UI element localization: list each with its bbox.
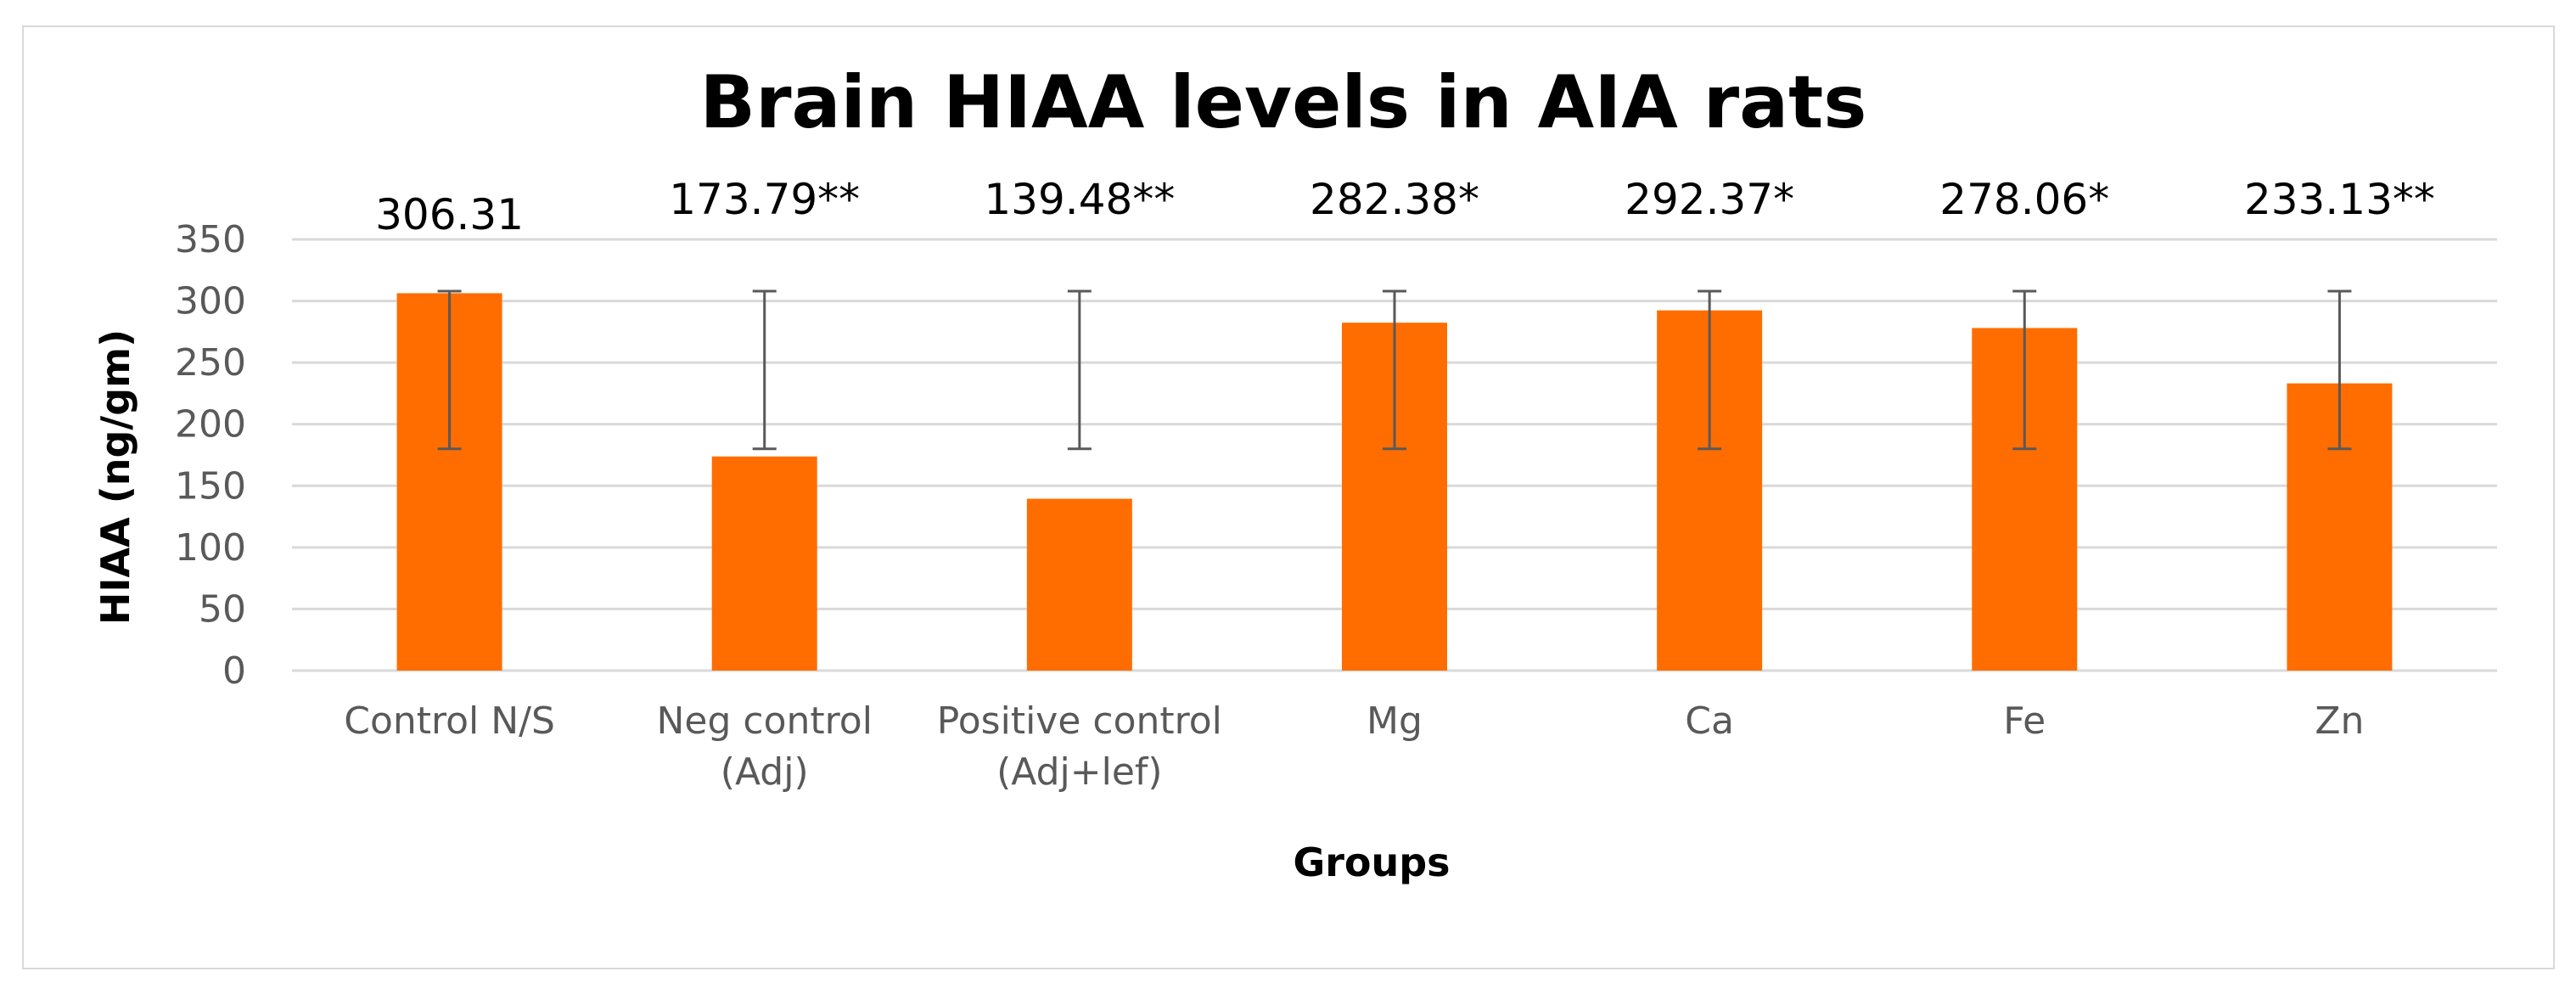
x-category-label: Ca [1685,699,1734,743]
y-tick-label: 100 [175,526,246,570]
x-axis-title: Groups [1293,840,1450,885]
x-category-label-line: Mg [1367,699,1423,743]
error-bar [1383,289,1406,451]
bar [711,456,817,671]
error-bar [2327,289,2352,451]
x-category-label-line: Positive control [937,699,1222,743]
y-tick-label: 50 [199,587,246,631]
x-category-label: Fe [2003,699,2046,743]
data-labels: 306.31 173.79** 139.48** 282.38* 292.37* 278.… [375,175,2435,239]
data-label: 139.48** [984,175,1175,224]
data-label: 173.79** [669,175,860,224]
x-category-label: Control N/S [344,699,555,743]
data-label: 292.37* [1625,175,1794,224]
x-category-label-line: (Adj+lef) [996,750,1162,794]
y-tick-label: 150 [175,464,246,508]
y-axis-title: HIAA (ng/gm) [93,329,138,625]
y-tick-label: 200 [175,403,246,446]
error-bar [1067,289,1092,451]
error-bar [437,289,462,451]
y-axis-ticks: 0 50 100 150 200 250 300 350 [175,218,246,693]
x-category-label: Positive control (Adj+lef) [937,699,1222,794]
error-bars [437,289,2352,451]
y-tick-label: 250 [175,341,246,385]
bar [1026,498,1132,671]
chart-title: Brain HIAA levels in AIA rats [700,60,1867,145]
error-bar [752,289,777,451]
data-label: 306.31 [375,190,524,239]
x-category-label-line: Neg control [657,699,873,743]
x-category-label: Neg control (Adj) [657,699,873,794]
x-category-label: Zn [2315,699,2364,743]
data-label: 282.38* [1310,175,1479,224]
chart-frame: Brain HIAA levels in AIA rats 0 50 100 150 2… [22,25,2555,969]
x-category-label-line: Zn [2315,699,2364,743]
x-axis-categories: Control N/S Neg control (Adj) Positive cont… [344,699,2364,794]
x-category-label-line: Control N/S [344,699,555,743]
y-tick-label: 350 [175,218,246,261]
x-category-label: Mg [1367,699,1423,743]
x-category-label-line: Ca [1685,699,1734,743]
data-label: 278.06* [1939,175,2109,224]
error-bar [1698,289,1722,451]
x-category-label-line: Fe [2003,699,2046,743]
bars [396,293,2393,671]
data-label: 233.13** [2244,175,2435,224]
chart-svg: Brain HIAA levels in AIA rats 0 50 100 150 2… [93,60,2497,885]
y-tick-label: 300 [175,280,246,323]
error-bar [2012,289,2037,451]
x-category-label-line: (Adj) [721,750,809,794]
y-tick-label: 0 [222,649,246,693]
